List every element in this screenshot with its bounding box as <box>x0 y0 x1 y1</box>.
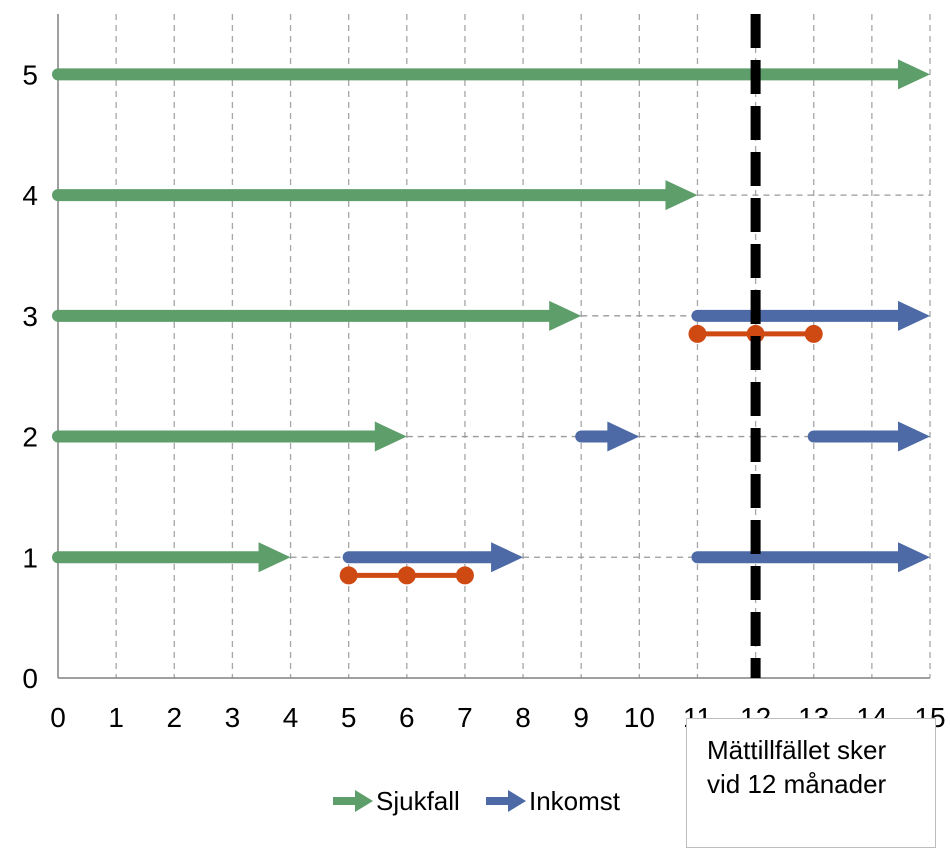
x-tick-label: 5 <box>341 702 357 733</box>
x-tick-label: 7 <box>457 702 473 733</box>
tick-labels: 0123456789101112131415012345 <box>22 59 945 733</box>
x-tick-label: 8 <box>515 702 531 733</box>
y-tick-label: 1 <box>22 542 38 573</box>
x-tick-label: 10 <box>624 702 655 733</box>
legend: Sjukfall Inkomst <box>333 786 621 816</box>
arrow-sjukfall <box>52 59 930 90</box>
dot-segment-point <box>397 566 416 585</box>
y-tick-label: 5 <box>22 59 38 90</box>
x-tick-label: 6 <box>399 702 415 733</box>
x-tick-label: 1 <box>108 702 124 733</box>
series-arrows <box>52 59 930 573</box>
arrow-sjukfall <box>52 542 291 573</box>
arrow-sjukfall <box>52 180 698 211</box>
arrow-inkomst <box>575 421 640 452</box>
arrow-sjukfall-head <box>258 542 291 573</box>
arrow-inkomst <box>807 421 930 452</box>
x-tick-label: 0 <box>50 702 66 733</box>
dot-segment-point <box>455 566 474 585</box>
annotation-line-2: vid 12 månader <box>707 769 887 799</box>
y-tick-label: 4 <box>22 180 38 211</box>
x-tick-label: 2 <box>166 702 182 733</box>
annotation-box: Mättillfället sker vid 12 månader <box>686 718 936 848</box>
arrow-sjukfall-head <box>898 59 930 90</box>
arrow-sjukfall-head <box>665 180 698 211</box>
arrow-inkomst <box>691 300 930 331</box>
arrow-inkomst-head <box>898 542 930 573</box>
dot-segment-point <box>339 566 358 585</box>
y-tick-label: 3 <box>22 301 38 332</box>
arrow-inkomst-head <box>491 542 524 573</box>
arrow-sjukfall <box>52 421 407 452</box>
gap-lines <box>290 194 930 558</box>
arrow-inkomst <box>691 542 930 573</box>
y-tick-label: 2 <box>22 422 38 453</box>
annotation-line-1: Mättillfället sker <box>707 735 887 765</box>
legend-label-sjukfall: Sjukfall <box>376 786 460 816</box>
legend-inkomst-icon-head <box>508 790 526 812</box>
arrow-inkomst-head <box>898 300 930 331</box>
arrow-inkomst-head <box>898 421 930 452</box>
legend-label-inkomst: Inkomst <box>529 786 621 816</box>
arrow-sjukfall-head <box>374 421 407 452</box>
dot-segment <box>339 566 474 585</box>
arrow-sjukfall-head <box>549 300 582 331</box>
arrow-sjukfall <box>52 300 582 331</box>
x-tick-label: 9 <box>573 702 589 733</box>
x-tick-label: 4 <box>283 702 299 733</box>
y-tick-label: 0 <box>22 663 38 694</box>
dot-segment-point <box>804 324 823 343</box>
arrow-inkomst <box>342 542 524 573</box>
arrow-inkomst-head <box>607 421 640 452</box>
legend-sjukfall-icon-head <box>355 790 373 812</box>
grid <box>115 14 931 678</box>
axes <box>57 14 930 679</box>
dot-segment-point <box>688 324 707 343</box>
x-tick-label: 3 <box>225 702 241 733</box>
